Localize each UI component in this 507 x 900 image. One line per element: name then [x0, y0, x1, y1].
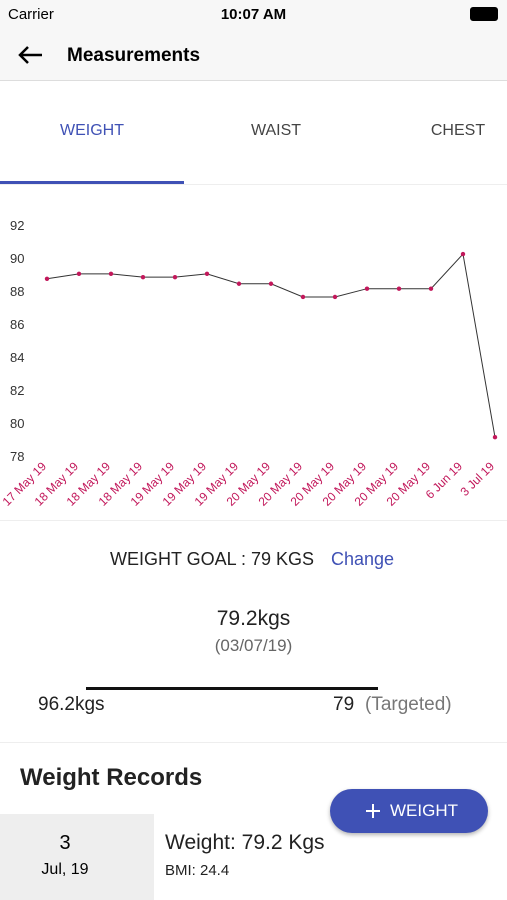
- divider: [0, 520, 507, 521]
- data-point: [76, 271, 82, 277]
- goal-label: WEIGHT GOAL : 79 KGS: [110, 549, 315, 569]
- change-link[interactable]: Change: [331, 549, 395, 569]
- y-tick-label: 84: [10, 350, 24, 365]
- record-day: 3: [59, 832, 71, 854]
- y-tick-label: 86: [10, 317, 24, 332]
- carrier: Carrier: [8, 6, 54, 23]
- battery: [470, 7, 498, 21]
- data-line: [46, 252, 496, 438]
- page-title: Measurements: [67, 45, 201, 66]
- tab[interactable]: WAIST: [250, 122, 302, 139]
- record-bmi: BMI: 24.4: [165, 862, 230, 879]
- data-point: [268, 281, 274, 286]
- data-point: [140, 274, 146, 280]
- start-weight: 96.2kgs: [38, 694, 105, 715]
- y-tick-label: 82: [10, 383, 24, 398]
- tab[interactable]: CHEST: [430, 122, 486, 139]
- data-point: [428, 286, 434, 291]
- tab-indicator: [0, 181, 184, 184]
- clock: 10:07 AM: [220, 6, 287, 23]
- top-bar: [0, 0, 507, 81]
- target-note: (Targeted): [365, 694, 452, 715]
- data-point: [492, 435, 498, 440]
- tab[interactable]: WEIGHT: [60, 122, 124, 139]
- data-point: [236, 281, 242, 286]
- data-point: [300, 294, 306, 300]
- y-tick-label: 78: [10, 449, 24, 464]
- record-weight: Weight: 79.2 Kgs: [165, 831, 325, 854]
- records-title: Weight Records: [20, 764, 203, 791]
- y-tick-label: 88: [10, 284, 24, 299]
- y-tick-label: 80: [10, 416, 24, 431]
- data-point: [364, 286, 370, 291]
- progress-line: [86, 687, 378, 690]
- target-weight: 79: [333, 694, 355, 715]
- data-point: [332, 294, 338, 300]
- button-label: WEIGHT: [390, 801, 458, 820]
- current-weight: 79.2kgs: [216, 607, 291, 630]
- y-tick-label: 92: [10, 218, 24, 233]
- record-month: Jul, 19: [41, 861, 89, 878]
- record-date-box: [0, 814, 154, 900]
- plus-icon: [366, 804, 380, 818]
- y-tick-label: 90: [10, 251, 24, 266]
- data-point: [172, 274, 178, 280]
- add-weight-button[interactable]: WEIGHT: [330, 789, 488, 833]
- data-point: [108, 271, 114, 277]
- x-tick-label: 3 Jul 19: [458, 459, 498, 499]
- divider: [0, 184, 507, 185]
- current-date: (03/07/19): [214, 636, 293, 655]
- data-point: [396, 286, 402, 291]
- back-button[interactable]: [16, 44, 44, 66]
- data-point: [204, 271, 210, 277]
- data-point: [460, 251, 466, 257]
- divider: [0, 742, 507, 743]
- data-point: [44, 276, 50, 281]
